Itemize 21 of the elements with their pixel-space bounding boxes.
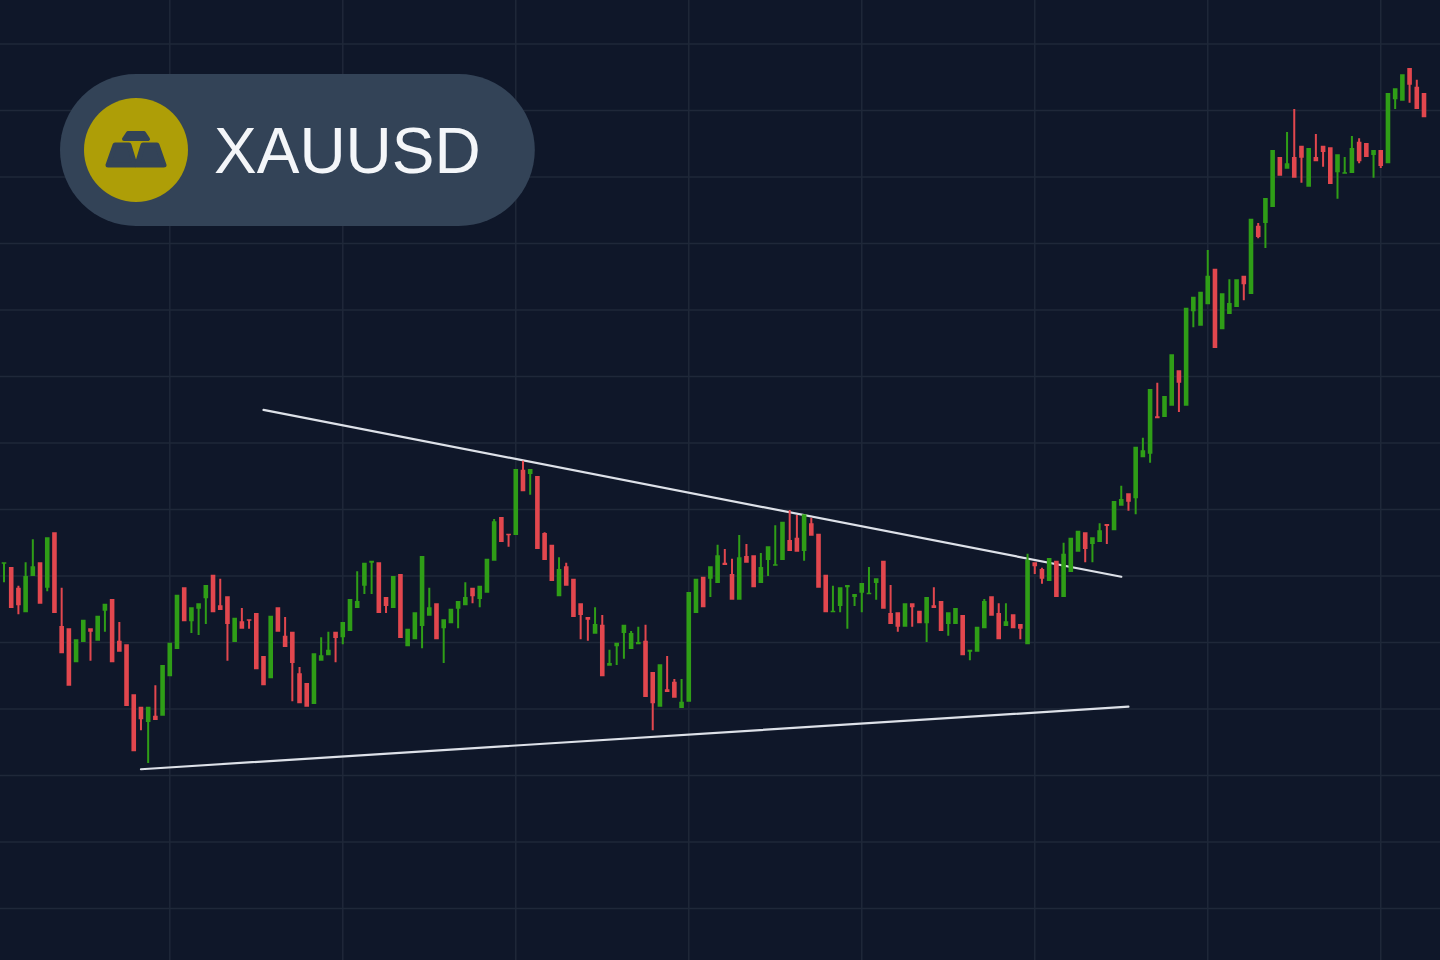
candlestick	[636, 626, 641, 645]
candlestick	[830, 585, 836, 613]
candlestick	[196, 603, 201, 636]
candlestick	[217, 578, 223, 611]
candlestick	[845, 585, 850, 629]
candlestick	[246, 619, 252, 629]
candlestick	[1342, 156, 1348, 174]
candlestick	[607, 649, 612, 666]
candlestick	[866, 567, 872, 595]
candlestick	[664, 655, 670, 693]
candlestick	[909, 603, 915, 627]
candlestick	[1, 562, 7, 583]
candlestick	[1155, 382, 1160, 419]
candlestick	[585, 617, 591, 641]
candlestick	[1371, 150, 1376, 178]
candlestick	[772, 525, 778, 566]
candlestick	[852, 594, 857, 606]
candlestick	[369, 560, 374, 595]
candlestick	[88, 628, 93, 661]
candlestick	[153, 685, 158, 720]
text: XAUUSD	[214, 115, 481, 187]
